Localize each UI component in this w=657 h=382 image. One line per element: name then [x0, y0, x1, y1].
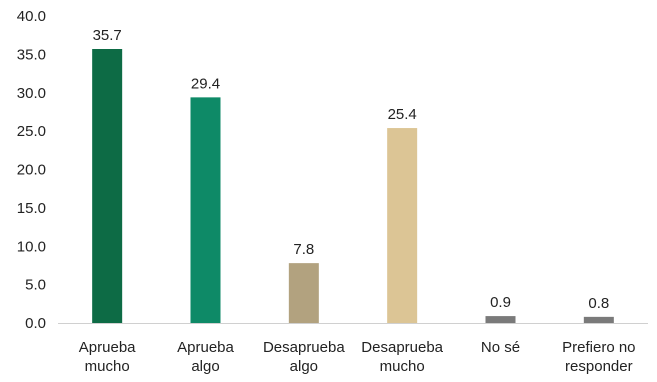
x-tick-label: Desaprueba mucho	[361, 339, 443, 375]
x-tick-label-line: Prefiero no	[562, 339, 635, 356]
data-label: 29.4	[191, 75, 220, 92]
x-tick-label-line: No sé	[481, 339, 520, 356]
x-tick-label: Aprueba mucho	[79, 339, 136, 375]
x-tick-label-line: responder	[565, 358, 633, 375]
x-tick-label-line: Desaprueba	[263, 339, 345, 356]
y-tick-label: 20.0	[17, 162, 46, 179]
bar	[92, 49, 123, 323]
data-label: 7.8	[293, 241, 314, 258]
x-tick-label-line: Desaprueba	[361, 339, 443, 356]
x-tick-label: No sé	[481, 339, 520, 356]
x-tick-label-line: algo	[191, 358, 219, 375]
x-tick-label-line: mucho	[85, 358, 130, 375]
y-tick-label: 30.0	[17, 85, 46, 102]
x-tick-label: Aprueba algo	[177, 339, 234, 375]
data-label: 35.7	[93, 27, 122, 44]
y-tick-label: 10.0	[17, 238, 46, 255]
data-label: 25.4	[388, 106, 417, 123]
bar	[288, 263, 319, 323]
x-tick-label-line: Aprueba	[79, 339, 136, 356]
y-tick-label: 25.0	[17, 123, 46, 140]
y-tick-label: 15.0	[17, 200, 46, 217]
x-tick-label: Desaprueba algo	[263, 339, 345, 375]
data-labels: 35.7 29.4 7.8 25.4 0.9 0.8	[93, 27, 610, 312]
y-tick-label: 0.0	[25, 315, 46, 332]
x-tick-label-line: Aprueba	[177, 339, 234, 356]
bar	[583, 316, 614, 323]
x-tick-label-line: mucho	[380, 358, 425, 375]
data-label: 0.8	[588, 295, 609, 312]
y-tick-label: 35.0	[17, 46, 46, 63]
y-tick-label: 5.0	[25, 277, 46, 294]
x-tick-label-line: algo	[290, 358, 318, 375]
y-axis: 0.0 5.0 10.0 15.0 20.0 25.0 30.0 35.0 40.0	[17, 8, 46, 332]
bars	[92, 49, 614, 323]
x-tick-label: Prefiero no responder	[562, 339, 635, 375]
bar	[387, 128, 418, 323]
data-label: 0.9	[490, 294, 511, 311]
bar	[485, 316, 516, 323]
bar	[190, 97, 221, 323]
y-tick-label: 40.0	[17, 8, 46, 25]
